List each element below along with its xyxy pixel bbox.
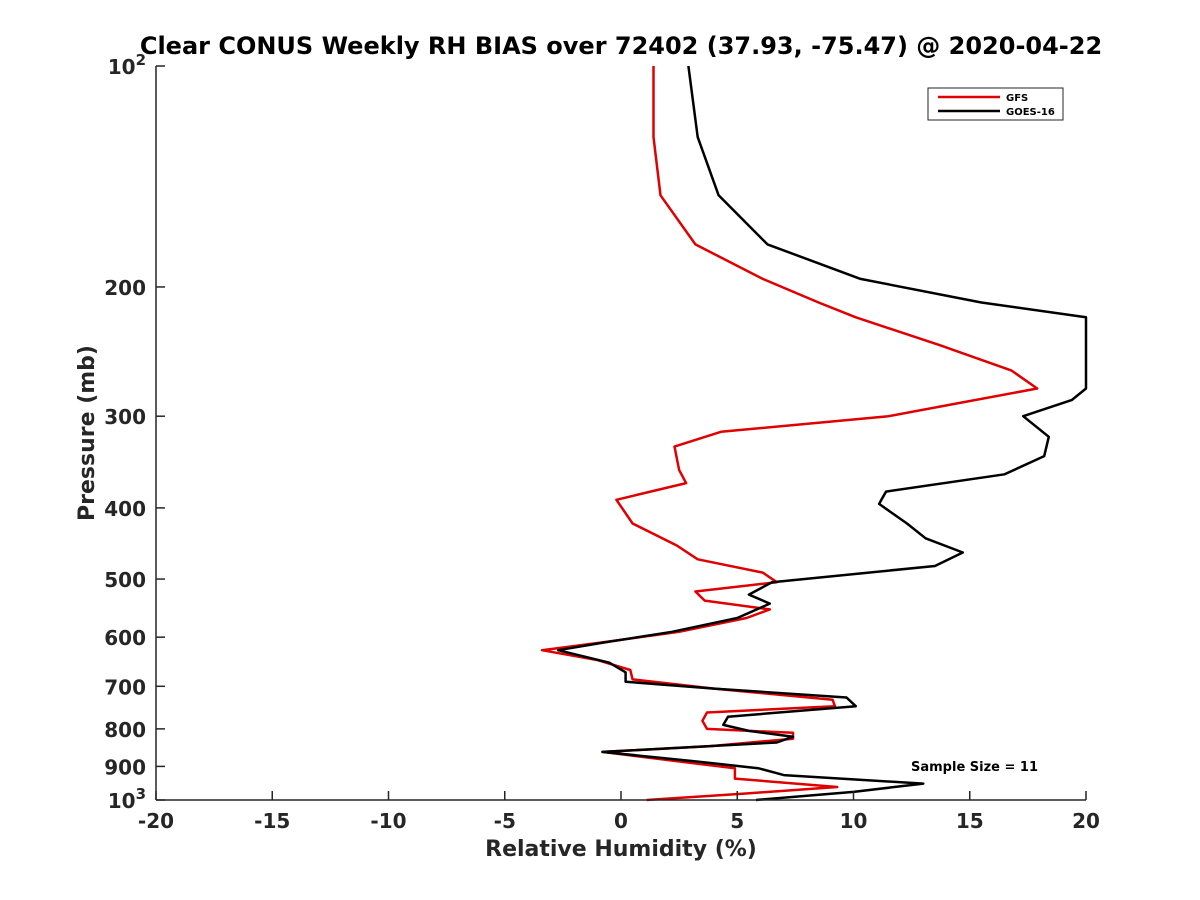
series-line-goes-16 — [556, 65, 1088, 802]
sample-size-annotation: Sample Size = 11 — [911, 760, 1038, 775]
x-axis-label: Relative Humidity (%) — [485, 837, 757, 862]
y-tick-base: 10 — [108, 55, 136, 79]
x-tick-label: -5 — [494, 809, 516, 833]
x-tick-label: 20 — [1072, 809, 1100, 833]
legend-box — [927, 87, 1064, 121]
y-tick-label: 400 — [104, 497, 146, 521]
x-ticks: -20 -15 -10 -5 0 5 10 15 20 — [138, 791, 1100, 833]
y-tick-exponent: 3 — [136, 785, 146, 803]
y-axis-label: Pressure (mb) — [75, 345, 100, 521]
y-tick-base: 500 — [104, 568, 146, 592]
y-tick-label: 800 — [104, 718, 146, 742]
x-tick-label: -10 — [370, 809, 406, 833]
y-tick-label: 103 — [108, 785, 146, 813]
y-tick-label: 900 — [104, 755, 146, 779]
x-tick-label: -20 — [138, 809, 174, 833]
plot-area: -20 -15 -10 -5 0 5 10 15 20 10220030040050060070… — [104, 51, 1100, 833]
y-tick-label: 600 — [104, 626, 146, 650]
x-tick-label: -15 — [254, 809, 290, 833]
y-tick-label: 700 — [104, 675, 146, 699]
y-tick-base: 400 — [104, 497, 146, 521]
y-tick-base: 900 — [104, 755, 146, 779]
legend-label-gfs: GFS — [1006, 93, 1028, 104]
x-tick-label: 15 — [956, 809, 984, 833]
y-tick-base: 600 — [104, 626, 146, 650]
x-tick-label: 10 — [840, 809, 868, 833]
y-tick-exponent: 2 — [136, 51, 146, 69]
series-layer — [540, 65, 1088, 802]
x-tick-label: 5 — [730, 809, 744, 833]
y-tick-base: 800 — [104, 718, 146, 742]
y-tick-label: 200 — [104, 276, 146, 300]
y-tick-label: 102 — [108, 51, 146, 79]
axes-background — [156, 66, 1086, 800]
series-line-gfs — [540, 66, 1039, 802]
y-tick-base: 700 — [104, 675, 146, 699]
legend-label-goes-16: GOES-16 — [1006, 107, 1055, 118]
chart-title: Clear CONUS Weekly RH BIAS over 72402 (3… — [140, 32, 1102, 60]
y-tick-label: 500 — [104, 568, 146, 592]
legend: GFS GOES-16 — [927, 87, 1064, 121]
y-tick-label: 300 — [104, 405, 146, 429]
y-tick-base: 200 — [104, 276, 146, 300]
y-tick-base: 300 — [104, 405, 146, 429]
y-tick-base: 10 — [108, 789, 136, 813]
x-tick-label: 0 — [614, 809, 628, 833]
